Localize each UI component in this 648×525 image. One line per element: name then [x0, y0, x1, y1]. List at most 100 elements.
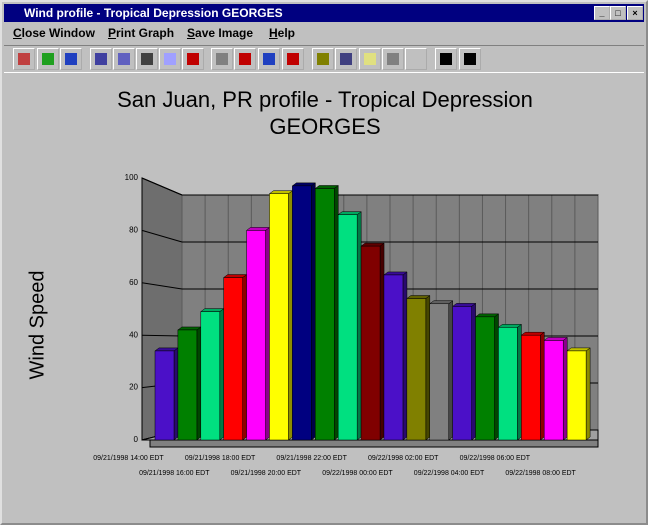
bar-top — [451, 303, 477, 307]
toolbar-icon — [164, 53, 176, 65]
toolbar-button[interactable] — [405, 48, 427, 70]
grid-line — [141, 229, 183, 243]
bar-top — [337, 211, 362, 215]
bar-side — [242, 274, 247, 441]
title-bar: Wind profile - Tropical Depression GEORG… — [4, 4, 644, 22]
x-tick-label: 09/22/1998 00:00 EDT — [322, 470, 393, 477]
bar-side — [173, 347, 179, 441]
x-tick-label: 09/22/1998 06:00 EDT — [460, 455, 531, 462]
x-tick-label: 09/22/1998 08:00 EDT — [505, 470, 576, 477]
menu-item[interactable]: Save Image — [187, 26, 254, 40]
bar — [200, 311, 221, 441]
bar — [246, 230, 266, 441]
y-tick-label: 80 — [129, 226, 138, 235]
bar-side — [356, 211, 362, 441]
minimize-button[interactable]: _ — [594, 6, 610, 20]
bar-top — [200, 308, 225, 312]
menu-item[interactable]: Close Window — [13, 26, 95, 40]
chart-title: San Juan, PR profile - Tropical Depressi… — [117, 87, 533, 139]
x-tick-label: 09/21/1998 20:00 EDT — [231, 470, 302, 477]
toolbar-button[interactable] — [13, 48, 35, 70]
grid-line — [141, 334, 183, 337]
toolbar-button[interactable] — [113, 48, 135, 70]
bar-side — [219, 308, 225, 441]
toolbar-button[interactable] — [359, 48, 381, 70]
bar-top — [520, 331, 546, 336]
y-tick-label: 60 — [129, 278, 138, 287]
grid-line — [141, 177, 183, 196]
toolbar-button[interactable] — [136, 48, 158, 70]
bar-top — [268, 190, 294, 194]
toolbar-button[interactable] — [211, 48, 233, 70]
y-tick-label: 0 — [134, 435, 139, 444]
toolbar-button[interactable] — [435, 48, 457, 70]
bar-side — [494, 313, 499, 441]
toolbar-button[interactable] — [159, 48, 181, 70]
toolbar-button[interactable] — [182, 48, 204, 70]
bar — [154, 350, 175, 441]
bar — [292, 185, 312, 441]
bar — [566, 350, 587, 441]
x-tick-label: 09/21/1998 22:00 EDT — [276, 455, 347, 462]
bar-top — [406, 295, 431, 299]
bar-side — [265, 226, 270, 441]
bar — [223, 277, 243, 441]
toolbar-button[interactable] — [335, 48, 357, 70]
x-tick-label: 09/21/1998 14:00 EDT — [93, 455, 164, 462]
toolbar-button[interactable] — [312, 48, 334, 70]
bar-top — [543, 337, 568, 341]
bar-side — [402, 271, 408, 441]
bar — [452, 306, 472, 441]
toolbar-icon — [364, 53, 376, 65]
x-tick-label: 09/21/1998 16:00 EDT — [139, 470, 210, 477]
bar — [337, 214, 358, 441]
bar-side — [196, 326, 202, 441]
toolbar-button[interactable] — [37, 48, 59, 70]
toolbar-icon — [263, 53, 275, 65]
menu-item[interactable]: Print Graph — [108, 26, 175, 40]
toolbar-icon — [42, 53, 54, 65]
bar — [429, 303, 449, 441]
x-tick-label: 09/22/1998 04:00 EDT — [414, 470, 485, 477]
toolbar-icon — [95, 53, 107, 65]
toolbar-button[interactable] — [90, 48, 112, 70]
bar — [383, 274, 404, 441]
toolbar-icon — [410, 53, 422, 65]
toolbar-icon — [65, 53, 77, 65]
toolbar-button[interactable] — [382, 48, 404, 70]
bar-top — [383, 271, 408, 276]
bar-top — [566, 347, 591, 352]
toolbar-button[interactable] — [60, 48, 82, 70]
bar — [269, 193, 289, 441]
menu-item[interactable]: Help — [269, 26, 296, 40]
x-tick-label: 09/22/1998 02:00 EDT — [368, 455, 439, 462]
bar-top — [314, 185, 340, 189]
floor-edge — [149, 439, 599, 448]
maximize-button[interactable]: □ — [610, 6, 626, 20]
bar-side — [562, 336, 568, 441]
bar — [475, 316, 495, 441]
toolbar-icon — [340, 53, 352, 65]
x-tick-label: 09/21/1998 18:00 EDT — [185, 455, 256, 462]
bar-top — [428, 300, 454, 305]
toolbar-icon — [440, 53, 452, 65]
close-button[interactable]: × — [627, 6, 643, 20]
toolbar-icon — [464, 53, 476, 65]
toolbar-button[interactable] — [459, 48, 481, 70]
toolbar-button[interactable] — [282, 48, 304, 70]
y-tick-label: 20 — [129, 383, 138, 392]
bar — [498, 327, 518, 441]
toolbar-icon — [387, 53, 399, 65]
toolbar-button[interactable] — [234, 48, 256, 70]
toolbar-icon — [239, 53, 251, 65]
toolbar-icon — [18, 53, 30, 65]
bar — [315, 188, 335, 441]
bar-top — [360, 242, 385, 247]
toolbar-icon — [187, 53, 199, 65]
bar — [360, 245, 381, 441]
bar-side — [540, 331, 545, 441]
bar-side — [517, 323, 522, 441]
bar-top — [291, 182, 317, 187]
toolbar-button[interactable] — [258, 48, 280, 70]
bar — [406, 298, 427, 441]
